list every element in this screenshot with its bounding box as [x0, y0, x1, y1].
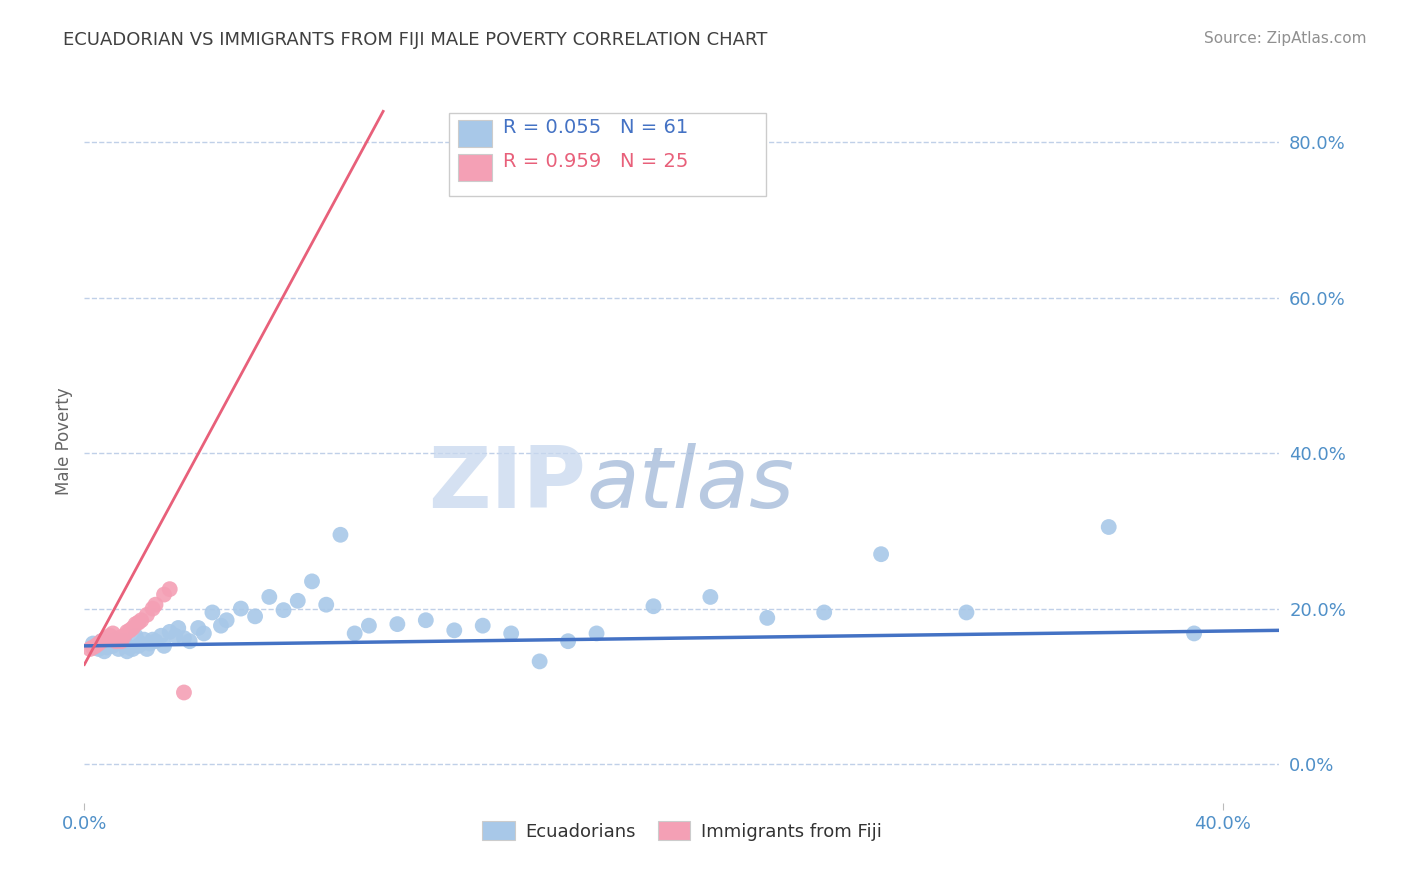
Point — [529, 654, 551, 668]
Point — [93, 632, 115, 647]
Point — [112, 634, 135, 648]
Text: ZIP: ZIP — [429, 443, 586, 526]
Point — [287, 594, 309, 608]
Point — [82, 640, 104, 655]
Point — [173, 631, 195, 645]
Point — [756, 611, 779, 625]
Point — [142, 601, 165, 615]
Point — [115, 644, 138, 658]
Point — [215, 613, 238, 627]
Point — [136, 642, 159, 657]
Point — [98, 636, 121, 650]
Text: ECUADORIAN VS IMMIGRANTS FROM FIJI MALE POVERTY CORRELATION CHART: ECUADORIAN VS IMMIGRANTS FROM FIJI MALE … — [63, 31, 768, 49]
Point — [209, 618, 232, 632]
FancyBboxPatch shape — [458, 154, 492, 181]
Point — [343, 626, 366, 640]
Point — [145, 634, 167, 648]
Point — [87, 642, 110, 657]
Point — [159, 582, 181, 596]
Point — [153, 588, 176, 602]
Point — [387, 617, 409, 632]
Y-axis label: Male Poverty: Male Poverty — [55, 388, 73, 495]
Point — [101, 639, 124, 653]
Text: R = 0.055   N = 61: R = 0.055 N = 61 — [503, 118, 688, 136]
Point — [153, 639, 176, 653]
Point — [259, 590, 281, 604]
Point — [1182, 626, 1205, 640]
Point — [98, 629, 121, 643]
Point — [243, 609, 266, 624]
Legend: Ecuadorians, Immigrants from Fiji: Ecuadorians, Immigrants from Fiji — [475, 814, 889, 848]
Point — [104, 634, 127, 648]
Point — [82, 636, 104, 650]
Point — [1098, 520, 1121, 534]
Point — [643, 599, 665, 614]
Point — [115, 624, 138, 639]
Point — [159, 624, 181, 639]
Point — [96, 631, 118, 645]
Point — [79, 642, 101, 657]
Point — [110, 636, 132, 650]
Point — [112, 629, 135, 643]
Text: Source: ZipAtlas.com: Source: ZipAtlas.com — [1204, 31, 1367, 46]
Point — [179, 634, 201, 648]
Point — [118, 624, 141, 638]
Point — [471, 618, 494, 632]
Point — [107, 642, 129, 657]
Point — [93, 644, 115, 658]
Text: atlas: atlas — [586, 443, 794, 526]
Point — [329, 528, 352, 542]
Point — [124, 629, 146, 643]
Point — [129, 636, 152, 650]
Point — [127, 615, 149, 630]
Point — [193, 626, 215, 640]
Point — [557, 634, 579, 648]
Point — [357, 618, 380, 632]
Point — [121, 642, 143, 657]
Point — [870, 547, 893, 561]
Point — [955, 606, 977, 620]
Point — [110, 634, 132, 648]
Point — [118, 640, 141, 655]
Point — [165, 629, 187, 643]
Point — [127, 639, 149, 653]
Point — [699, 590, 721, 604]
Text: R = 0.959   N = 25: R = 0.959 N = 25 — [503, 153, 688, 171]
Point — [107, 631, 129, 645]
Point — [443, 624, 465, 638]
Point — [84, 640, 107, 655]
Point — [124, 617, 146, 632]
Point — [813, 606, 835, 620]
Point — [173, 685, 195, 699]
Point — [136, 607, 159, 622]
Point — [415, 613, 437, 627]
Point — [121, 621, 143, 635]
Point — [101, 626, 124, 640]
Point — [90, 634, 112, 648]
Point — [142, 632, 165, 647]
Point — [501, 626, 523, 640]
Point — [84, 639, 107, 653]
Point — [132, 632, 156, 647]
Point — [104, 632, 127, 647]
Point — [145, 598, 167, 612]
FancyBboxPatch shape — [458, 120, 492, 147]
Point — [87, 636, 110, 650]
Point — [585, 626, 607, 640]
Point — [96, 640, 118, 655]
Point — [301, 574, 323, 589]
Point — [273, 603, 295, 617]
Point — [229, 601, 252, 615]
Point — [129, 613, 152, 627]
Point — [315, 598, 337, 612]
Point — [167, 621, 190, 635]
Point — [150, 629, 173, 643]
FancyBboxPatch shape — [449, 112, 766, 196]
Point — [187, 621, 209, 635]
Point — [139, 636, 162, 650]
Point — [90, 634, 112, 648]
Point — [201, 606, 224, 620]
